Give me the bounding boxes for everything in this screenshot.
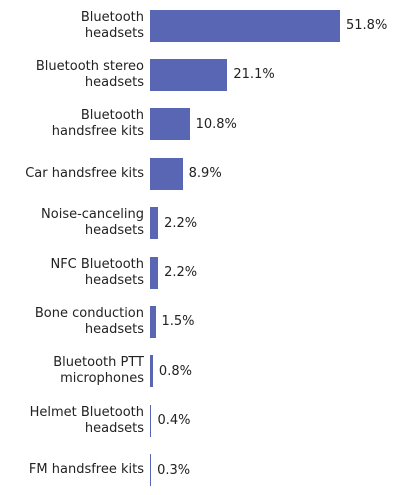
value-label: 0.3%: [157, 462, 191, 478]
bar-row: NFC Bluetooth headsets 2.2%: [0, 248, 402, 297]
value-label: 8.9%: [188, 166, 222, 182]
bar: [150, 256, 159, 289]
bar: [150, 305, 156, 338]
bar: [150, 9, 340, 42]
category-label: Bluetooth PTT microphones: [53, 355, 144, 387]
bar-row: Bone conduction headsets 1.5%: [0, 297, 402, 346]
value-label: 51.8%: [346, 18, 388, 33]
category-label: Bluetooth headsets: [80, 9, 144, 41]
bar-row: Bluetooth stereo headsets 21.1%: [0, 50, 402, 99]
category-label: Bone conduction headsets: [34, 305, 144, 337]
category-label: Noise-canceling headsets: [41, 207, 144, 239]
bar-row: Helmet Bluetooth headsets 0.4%: [0, 396, 402, 445]
value-label: 10.8%: [195, 116, 237, 132]
value-label: 0.4%: [157, 413, 191, 429]
bar-row: Bluetooth PTT microphones 0.8%: [0, 347, 402, 396]
bar: [150, 157, 183, 190]
category-label: Car handsfree kits: [25, 165, 144, 181]
category-label: FM handsfree kits: [28, 462, 144, 478]
bar: [150, 58, 228, 91]
bar: [150, 454, 152, 487]
bar: [150, 108, 190, 141]
bar: [150, 355, 153, 388]
bar-row: Noise-canceling headsets 2.2%: [0, 199, 402, 248]
bar-row: Bluetooth handsfree kits 10.8%: [0, 100, 402, 149]
category-label: Bluetooth stereo headsets: [35, 58, 144, 90]
value-label: 2.2%: [164, 215, 198, 231]
value-label: 21.1%: [233, 67, 275, 83]
value-label: 1.5%: [161, 314, 195, 330]
bar: [150, 207, 159, 240]
bar-row: Car handsfree kits 8.9%: [0, 149, 402, 198]
bar-row: Bluetooth headsets 51.8%: [0, 1, 402, 50]
value-label: 0.8%: [158, 363, 192, 379]
category-label: NFC Bluetooth headsets: [50, 256, 144, 288]
value-label: 2.2%: [164, 265, 198, 280]
category-label: Helmet Bluetooth headsets: [29, 404, 144, 436]
bar: [150, 404, 152, 437]
bar-row: FM handsfree kits 0.3%: [0, 446, 402, 495]
category-label: Bluetooth handsfree kits: [51, 108, 144, 140]
